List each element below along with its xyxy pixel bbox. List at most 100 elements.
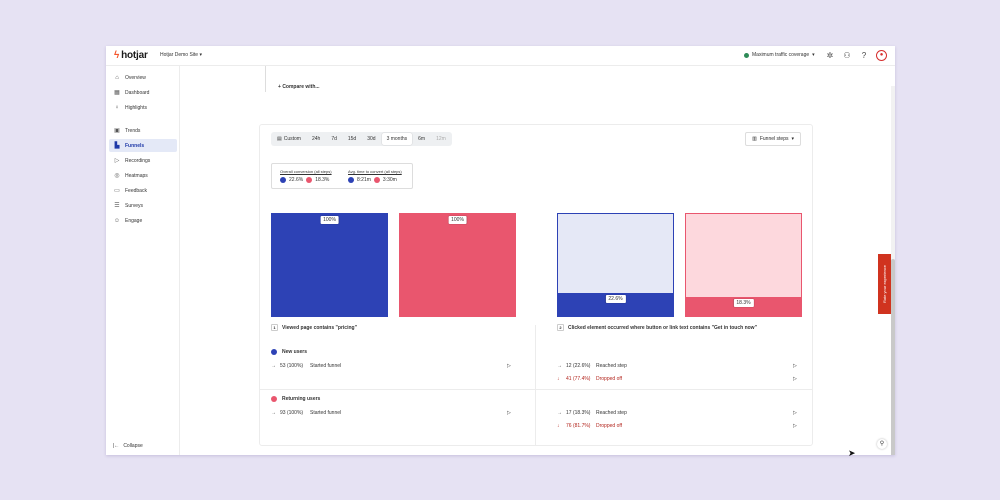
heatmap-icon: ◎ bbox=[114, 173, 120, 179]
bar-fill bbox=[400, 214, 515, 316]
arrow-down-icon: ↓ bbox=[557, 423, 560, 429]
sidebar-item-label: Engage bbox=[125, 217, 143, 224]
arrow-right-icon: → bbox=[557, 410, 562, 416]
bar-fill bbox=[558, 292, 673, 316]
house-icon: ⌂ bbox=[115, 74, 119, 81]
chevron-down-icon: ▾ bbox=[812, 52, 815, 58]
tab-24h[interactable]: 24h bbox=[307, 133, 325, 145]
row-text: Reached step bbox=[596, 363, 627, 369]
add-user-icon[interactable]: ⚇ bbox=[843, 50, 851, 60]
tab-6m[interactable]: 6m bbox=[413, 133, 430, 145]
row-count: 12 (22.6%) bbox=[566, 363, 591, 369]
tab-custom[interactable]: ▤ Custom bbox=[272, 133, 306, 145]
site-name: Hotjar Demo Site bbox=[160, 52, 199, 58]
hotjar-logo[interactable]: ϟ hotjar bbox=[114, 50, 148, 61]
funnel-bar-step2-returning-users[interactable]: 18.3% bbox=[685, 213, 802, 317]
main-content: + Compare with... ▤ Custom 24h 7d 15d 30d… bbox=[181, 66, 895, 455]
segment-label: Returning users bbox=[282, 396, 321, 402]
sidebar-item-funnels[interactable]: ▙ Funnels bbox=[109, 139, 177, 152]
conversion-returning-value: 18.3% bbox=[315, 177, 330, 183]
sidebar-item-heatmaps[interactable]: ◎ Heatmaps bbox=[109, 169, 177, 182]
tab-12m[interactable]: 12m bbox=[431, 133, 451, 145]
row-count: 17 (18.3%) bbox=[566, 410, 591, 416]
sidebar-item-label: Recordings bbox=[125, 157, 151, 164]
step-title-text: Viewed page contains "pricing" bbox=[282, 324, 357, 331]
hotjar-flame-icon: ϟ bbox=[114, 50, 120, 61]
sidebar-item-overview[interactable]: ⌂ Overview bbox=[109, 71, 177, 84]
link-icon[interactable]: ⚲ bbox=[877, 439, 887, 449]
overall-conversion: Overall conversion (all steps) 22.6% 18.… bbox=[280, 169, 332, 183]
sidebar-item-label: Heatmaps bbox=[125, 172, 148, 179]
sidebar-item-label: Feedback bbox=[125, 187, 147, 194]
sidebar-item-engage[interactable]: ☺ Engage bbox=[109, 214, 177, 227]
row-count: 93 (100%) bbox=[280, 410, 304, 416]
collapse-button[interactable]: |← Collapse bbox=[113, 443, 143, 449]
bar-percentage-label: 100% bbox=[448, 216, 467, 224]
row-text: Dropped off bbox=[596, 423, 623, 429]
funnel-bar-step1-new-users[interactable]: 100% bbox=[271, 213, 388, 317]
sidebar-item-feedback[interactable]: ▭ Feedback bbox=[109, 184, 177, 197]
trends-icon: ▣ bbox=[114, 128, 120, 134]
arrow-right-icon: → bbox=[271, 410, 276, 416]
new-users-reached-row: → 12 (22.6%) Reached step bbox=[557, 363, 627, 369]
play-recordings-icon[interactable]: ▷ bbox=[793, 410, 797, 416]
play-recordings-icon[interactable]: ▷ bbox=[793, 376, 797, 382]
top-icons: ✲ ⚇ ? ● bbox=[825, 50, 887, 61]
site-selector[interactable]: Hotjar Demo Site ▾ bbox=[160, 52, 202, 58]
bulb-icon: ♀ bbox=[114, 104, 120, 111]
puzzle-icon[interactable]: ✲ bbox=[826, 50, 834, 60]
sidebar-item-highlights[interactable]: ♀ Highlights bbox=[109, 101, 177, 114]
steps-select-label: Funnel steps bbox=[759, 136, 789, 142]
play-recordings-icon[interactable]: ▷ bbox=[793, 423, 797, 429]
app-window: ϟ hotjar Hotjar Demo Site ▾ Maximum traf… bbox=[106, 46, 895, 455]
time-label: Avg. time to convert (all steps) bbox=[348, 169, 402, 174]
scrollbar[interactable] bbox=[891, 86, 895, 455]
sidebar-item-dashboard[interactable]: ▦ Dashboard bbox=[109, 86, 177, 99]
traffic-coverage-selector[interactable]: Maximum traffic coverage ▾ bbox=[744, 52, 815, 58]
arrow-right-icon: → bbox=[557, 363, 562, 369]
segment-returning-users: Returning users bbox=[271, 396, 320, 402]
step-title-text: Clicked element occurred where button or… bbox=[568, 324, 757, 331]
tab-label: 15d bbox=[347, 136, 357, 142]
funnel-bar-step2-new-users[interactable]: 22.6% bbox=[557, 213, 674, 317]
help-icon[interactable]: ? bbox=[861, 50, 867, 60]
tab-30d[interactable]: 30d bbox=[362, 133, 380, 145]
sidebar-item-label: Trends bbox=[125, 127, 141, 134]
segment-label: New users bbox=[282, 349, 308, 355]
tab-3-months[interactable]: 3 months bbox=[381, 133, 413, 145]
sidebar-item-trends[interactable]: ▣ Trends bbox=[109, 124, 177, 137]
play-recordings-icon[interactable]: ▷ bbox=[793, 363, 797, 369]
sidebar-item-recordings[interactable]: ▷ Recordings bbox=[109, 154, 177, 167]
time-returning-value: 3:30m bbox=[382, 177, 397, 183]
play-recordings-icon[interactable]: ▷ bbox=[507, 410, 511, 416]
row-text: Started funnel bbox=[310, 363, 342, 369]
play-recordings-icon[interactable]: ▷ bbox=[507, 363, 511, 369]
tab-15d[interactable]: 15d bbox=[343, 133, 361, 145]
avatar[interactable]: ● bbox=[876, 50, 887, 61]
sidebar-item-surveys[interactable]: ☰ Surveys bbox=[109, 199, 177, 212]
scrollbar-thumb[interactable] bbox=[891, 259, 895, 455]
new-users-started-row: → 53 (100%) Started funnel bbox=[271, 363, 341, 369]
returning-users-indicator-icon bbox=[271, 396, 277, 402]
divider bbox=[260, 389, 812, 390]
tab-label: 6m bbox=[418, 136, 426, 142]
tab-label: 12m bbox=[436, 136, 446, 142]
rate-experience-tab[interactable]: Rate your experience bbox=[878, 254, 891, 314]
step-1-title: 1 Viewed page contains "pricing" bbox=[271, 324, 357, 331]
returning-users-indicator-icon bbox=[373, 177, 380, 183]
tab-7d[interactable]: 7d bbox=[326, 133, 342, 145]
new-users-indicator-icon bbox=[280, 177, 286, 183]
sidebar-item-label: Funnels bbox=[125, 142, 145, 149]
conversion-summary: Overall conversion (all steps) 22.6% 18.… bbox=[271, 163, 413, 189]
row-text: Started funnel bbox=[310, 410, 342, 416]
funnel-steps-select[interactable]: ▥ Funnel steps ▾ bbox=[745, 132, 801, 146]
funnel-bar-step1-returning-users[interactable]: 100% bbox=[399, 213, 516, 317]
collapse-label: Collapse bbox=[123, 443, 143, 449]
tab-label: 7d bbox=[331, 136, 337, 142]
mouse-cursor-icon: ➤ bbox=[848, 448, 856, 458]
compare-with-button[interactable]: + Compare with... bbox=[278, 84, 320, 90]
chevron-down-icon: ▾ bbox=[791, 136, 794, 142]
conversion-label: Overall conversion (all steps) bbox=[280, 169, 332, 174]
collapse-icon: |← bbox=[113, 443, 120, 449]
logo-text: hotjar bbox=[121, 50, 148, 61]
